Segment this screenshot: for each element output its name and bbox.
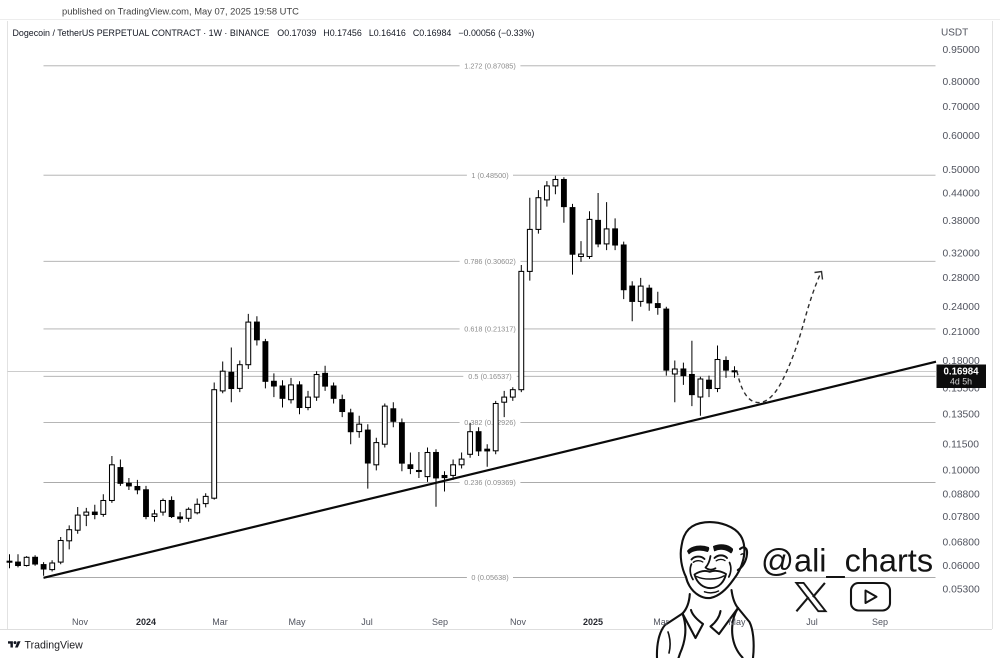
svg-text:USDT: USDT xyxy=(941,28,968,39)
svg-text:0.18000: 0.18000 xyxy=(943,356,980,367)
svg-text:0.80000: 0.80000 xyxy=(943,77,980,88)
svg-text:Jul: Jul xyxy=(361,617,373,627)
svg-text:TradingView: TradingView xyxy=(25,639,84,651)
svg-text:0.382 (0.12926): 0.382 (0.12926) xyxy=(464,418,516,427)
svg-text:2025: 2025 xyxy=(583,617,603,627)
svg-text:0.10000: 0.10000 xyxy=(943,466,980,477)
svg-text:1.272 (0.87085): 1.272 (0.87085) xyxy=(464,61,516,70)
svg-text:0 (0.05638): 0 (0.05638) xyxy=(471,573,508,582)
svg-text:0.50000: 0.50000 xyxy=(943,165,980,176)
svg-text:May: May xyxy=(288,617,306,627)
svg-text:1 (0.48500): 1 (0.48500) xyxy=(471,171,508,180)
svg-text:0.44000: 0.44000 xyxy=(943,189,980,200)
svg-text:Jul: Jul xyxy=(806,617,818,627)
svg-text:Dogecoin / TetherUS PERPETUAL: Dogecoin / TetherUS PERPETUAL CONTRACT ·… xyxy=(13,28,535,38)
svg-text:0.24000: 0.24000 xyxy=(943,302,980,313)
svg-text:0.15500: 0.15500 xyxy=(943,384,980,395)
svg-text:Mar: Mar xyxy=(212,617,228,627)
svg-text:0.60000: 0.60000 xyxy=(943,131,980,142)
svg-text:0.236 (0.09369): 0.236 (0.09369) xyxy=(464,478,516,487)
svg-text:0.28000: 0.28000 xyxy=(943,273,980,284)
svg-text:0.21000: 0.21000 xyxy=(943,327,980,338)
svg-text:@ali_charts: @ali_charts xyxy=(761,543,933,579)
svg-text:Sep: Sep xyxy=(872,617,888,627)
svg-text:Nov: Nov xyxy=(510,617,527,627)
svg-text:published on TradingView.com,: published on TradingView.com, May 07, 20… xyxy=(62,6,299,17)
svg-text:0.07800: 0.07800 xyxy=(943,512,980,523)
svg-text:0.95000: 0.95000 xyxy=(943,45,980,56)
svg-text:0.05300: 0.05300 xyxy=(943,584,980,595)
svg-text:Nov: Nov xyxy=(72,617,89,627)
svg-text:0.06000: 0.06000 xyxy=(943,561,980,572)
svg-text:0.5 (0.16537): 0.5 (0.16537) xyxy=(468,372,511,381)
svg-text:0.32000: 0.32000 xyxy=(943,248,980,259)
svg-text:0.06800: 0.06800 xyxy=(943,538,980,549)
svg-text:0.618 (0.21317): 0.618 (0.21317) xyxy=(464,325,516,334)
svg-text:2024: 2024 xyxy=(136,617,156,627)
svg-text:0.70000: 0.70000 xyxy=(943,102,980,113)
svg-text:0.38000: 0.38000 xyxy=(943,216,980,227)
svg-text:0.08800: 0.08800 xyxy=(943,490,980,501)
svg-text:0.786 (0.30602): 0.786 (0.30602) xyxy=(464,257,516,266)
svg-text:0.13500: 0.13500 xyxy=(943,410,980,421)
svg-text:4d 5h: 4d 5h xyxy=(950,377,972,387)
svg-text:May: May xyxy=(728,617,746,627)
svg-text:Sep: Sep xyxy=(432,617,448,627)
svg-text:0.11500: 0.11500 xyxy=(943,440,980,451)
svg-text:Mar: Mar xyxy=(653,617,669,627)
svg-text:0.16984: 0.16984 xyxy=(943,366,979,377)
